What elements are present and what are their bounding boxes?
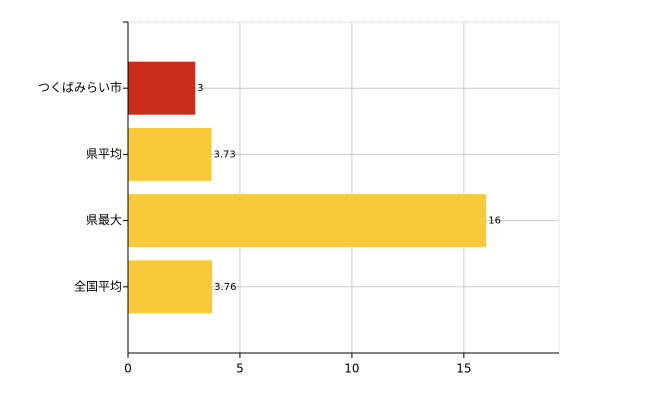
data-label: 3 bbox=[197, 83, 203, 94]
bar bbox=[128, 127, 212, 181]
bar bbox=[128, 61, 196, 115]
bar bbox=[128, 194, 487, 248]
y-tick-label: 全国平均 bbox=[74, 278, 122, 293]
y-tick-label: つくばみらい市 bbox=[38, 80, 122, 95]
x-tick-label: 5 bbox=[236, 362, 244, 376]
y-tick-label: 県平均 bbox=[86, 147, 122, 161]
y-tick-label: 県最大 bbox=[86, 213, 122, 227]
data-label: 3.73 bbox=[214, 149, 236, 160]
x-tick-label: 0 bbox=[124, 362, 132, 376]
x-tick-label: 10 bbox=[344, 362, 359, 376]
x-tick-label: 15 bbox=[456, 362, 471, 376]
data-label: 3.76 bbox=[214, 282, 236, 293]
bar bbox=[128, 260, 213, 314]
data-label: 16 bbox=[488, 216, 501, 227]
